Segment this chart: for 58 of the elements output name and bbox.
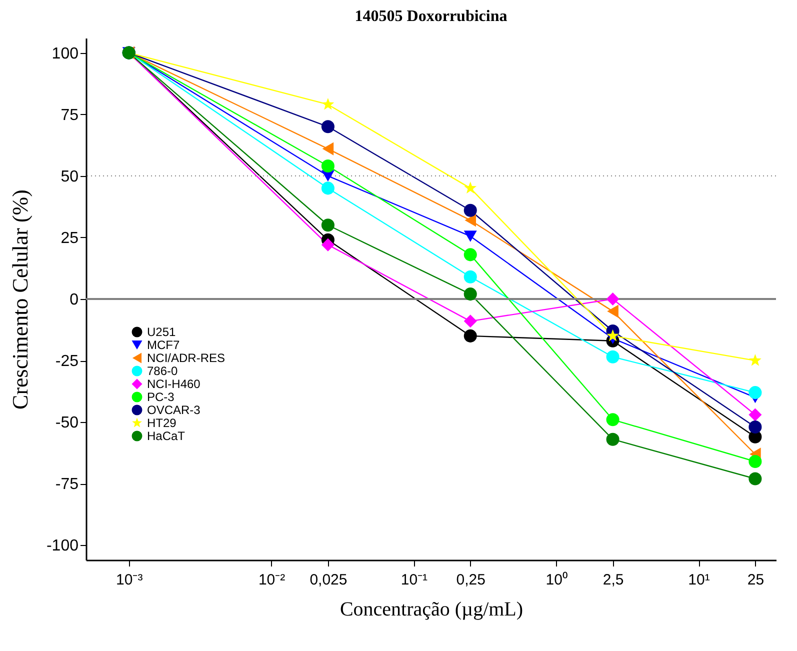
point (748, 472, 762, 486)
point (748, 420, 762, 434)
legend-label: U251 (147, 325, 176, 339)
point (464, 204, 477, 217)
x-tick-label: 2,5 (602, 572, 624, 588)
point (464, 230, 477, 242)
point (321, 218, 334, 232)
y-tick-label: -100 (46, 538, 79, 555)
legend-label: MCF7 (147, 338, 180, 352)
legend-label: NCI-H460 (147, 377, 201, 391)
point (321, 182, 334, 195)
point (321, 238, 334, 252)
point (322, 98, 334, 110)
point (464, 314, 477, 328)
y-tick-label: 75 (60, 106, 79, 124)
point (606, 350, 620, 364)
y-tick-label: -25 (55, 353, 79, 370)
x-tick-label: 0,025 (310, 572, 348, 588)
x-tick-label: 10⁻² (258, 572, 286, 588)
y-tick-label: 25 (60, 230, 79, 247)
point (321, 120, 334, 134)
legend-label: NCI/ADR-RES (147, 351, 226, 365)
point (464, 329, 477, 342)
y-tick-label: 0 (70, 292, 79, 308)
y-tick-label: 100 (52, 45, 79, 62)
legend-label: PC-3 (147, 390, 175, 404)
y-axis-title: Crescimento Celular (%) (7, 190, 32, 410)
y-tick-label: -75 (55, 476, 79, 494)
x-tick-label: 10⁻³ (116, 572, 143, 588)
x-tick-label: 0,25 (456, 572, 486, 588)
point (321, 160, 334, 173)
x-axis-title: Concentração (µg/mL) (340, 598, 524, 620)
legend-label: HaCaT (147, 429, 186, 443)
point (606, 292, 620, 306)
legend-label: OVCAR-3 (147, 403, 201, 417)
point (606, 432, 620, 446)
point (606, 413, 620, 426)
x-tick-label: 25 (747, 572, 764, 588)
point (464, 270, 477, 284)
point (464, 214, 476, 227)
x-tick-label: 10¹ (688, 572, 710, 588)
y-tick-label: -50 (55, 414, 79, 432)
point (748, 354, 762, 366)
point (464, 182, 477, 194)
point (607, 304, 618, 318)
point (748, 455, 762, 468)
x-tick-label: 10⁰ (546, 572, 568, 588)
x-tick-label: 10⁻¹ (400, 572, 428, 588)
legend-label: 786-0 (147, 364, 178, 378)
point (748, 408, 762, 422)
point (606, 329, 619, 342)
chart-title: 140505 Doxorrubicina (354, 8, 508, 25)
y-tick-label: 50 (60, 168, 79, 186)
point (322, 142, 334, 156)
point (464, 248, 477, 262)
point (748, 386, 762, 400)
point (464, 288, 477, 301)
legend-label: HT29 (147, 416, 177, 430)
